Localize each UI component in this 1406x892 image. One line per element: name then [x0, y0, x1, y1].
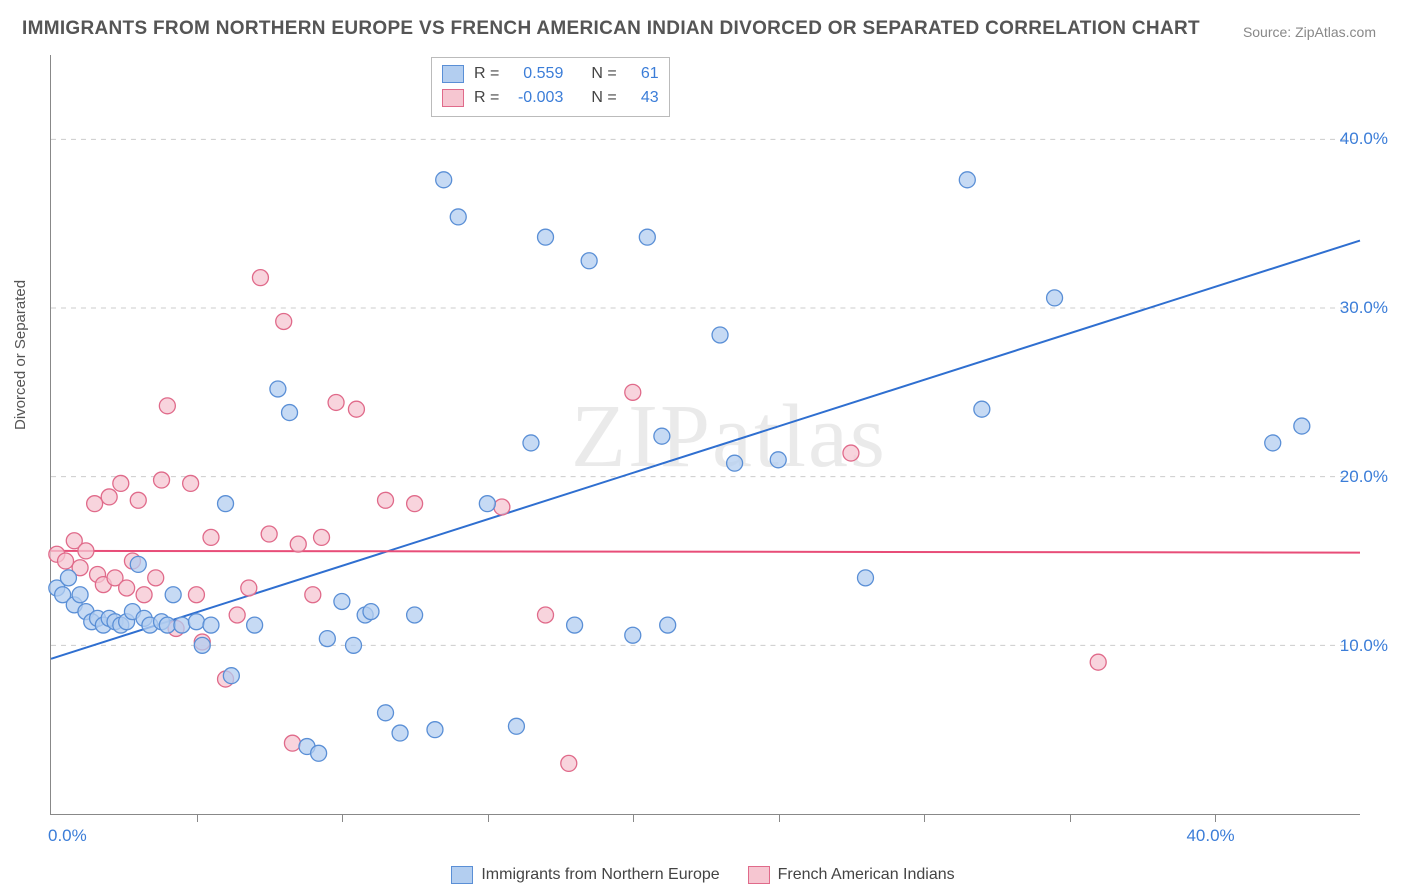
r-value-series1: 0.559: [509, 62, 563, 86]
r-label: R =: [474, 86, 499, 110]
series-legend: Immigrants from Northern Europe French A…: [0, 866, 1406, 884]
y-tick-label: 30.0%: [1340, 298, 1388, 318]
x-tick: [488, 814, 489, 822]
x-tick: [924, 814, 925, 822]
swatch-series1: [442, 65, 464, 83]
n-label: N =: [591, 86, 616, 110]
n-value-series1: 61: [627, 62, 659, 86]
x-tick-label: 0.0%: [48, 826, 87, 846]
x-tick-label: 40.0%: [1186, 826, 1234, 846]
source-link[interactable]: ZipAtlas.com: [1295, 24, 1376, 40]
x-tick: [342, 814, 343, 822]
legend-item-series1: Immigrants from Northern Europe: [451, 866, 719, 884]
x-tick: [1215, 814, 1216, 822]
swatch-series2: [442, 89, 464, 107]
y-tick-label: 10.0%: [1340, 636, 1388, 656]
x-tick: [1070, 814, 1071, 822]
r-label: R =: [474, 62, 499, 86]
n-label: N =: [591, 62, 616, 86]
r-value-series2: -0.003: [509, 86, 563, 110]
swatch-series2-bottom: [748, 866, 770, 884]
y-axis-label: Divorced or Separated: [12, 280, 29, 430]
legend-label-series1: Immigrants from Northern Europe: [481, 866, 719, 884]
legend-item-series2: French American Indians: [748, 866, 955, 884]
y-tick-label: 20.0%: [1340, 467, 1388, 487]
y-tick-label: 40.0%: [1340, 129, 1388, 149]
source-attribution: Source: ZipAtlas.com: [1243, 24, 1376, 40]
chart-title: IMMIGRANTS FROM NORTHERN EUROPE VS FRENC…: [22, 18, 1200, 40]
x-tick: [633, 814, 634, 822]
legend-row-series2: R = -0.003 N = 43: [442, 86, 659, 110]
source-label: Source:: [1243, 24, 1291, 40]
chart-svg: [51, 55, 1360, 814]
x-tick: [779, 814, 780, 822]
n-value-series2: 43: [627, 86, 659, 110]
swatch-series1-bottom: [451, 866, 473, 884]
legend-label-series2: French American Indians: [778, 866, 955, 884]
legend-row-series1: R = 0.559 N = 61: [442, 62, 659, 86]
correlation-legend: R = 0.559 N = 61 R = -0.003 N = 43: [431, 57, 670, 117]
chart-plot-area: ZIPatlas R = 0.559 N = 61 R = -0.003 N =…: [50, 55, 1360, 815]
x-tick: [197, 814, 198, 822]
